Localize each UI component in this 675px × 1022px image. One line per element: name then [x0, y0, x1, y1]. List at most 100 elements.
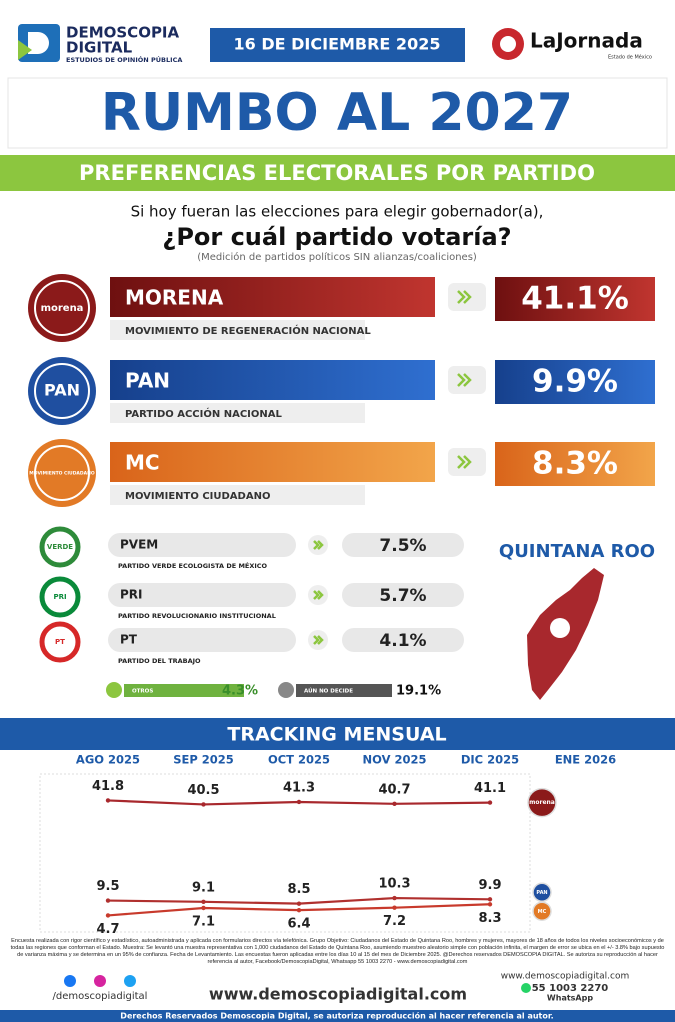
- facebook-icon: [64, 975, 76, 987]
- title-box: [7, 77, 668, 149]
- arrow-icon: [313, 540, 320, 550]
- arrow-icon: [463, 455, 472, 469]
- party-full-name: MOVIMIENTO DE REGENERACIÓN NACIONAL: [125, 324, 371, 337]
- logo-icon: [18, 40, 32, 60]
- x-tick-label: NOV 2025: [362, 753, 426, 767]
- legend-label: morena: [529, 799, 555, 806]
- party-bar: [110, 277, 435, 317]
- data-label: 9.9: [478, 878, 501, 893]
- data-point: [487, 897, 493, 902]
- brand: DEMOSCOPIA: [66, 24, 180, 42]
- party-name: MORENA: [125, 286, 224, 310]
- party-sub-box: [110, 485, 365, 505]
- arrow-icon: [463, 290, 472, 304]
- undecided-label: AÚN NO DECIDE: [304, 688, 353, 695]
- subtitle: PREFERENCIAS ELECTORALES POR PARTIDO: [79, 161, 595, 185]
- data-label: 7.1: [192, 914, 215, 929]
- arrow-box: [448, 366, 486, 394]
- undecided-bar: [296, 684, 392, 697]
- data-label: 40.5: [187, 783, 219, 798]
- others-value: 4.3%: [222, 684, 258, 699]
- whatsapp: WhatsApp: [547, 994, 593, 1003]
- party-logo: [34, 280, 90, 336]
- legend-icon: [532, 901, 552, 922]
- title: RUMBO AL 2027: [101, 83, 573, 143]
- party-pill: [108, 533, 296, 557]
- data-point: [105, 798, 111, 803]
- party-value: 8.3%: [532, 446, 618, 482]
- party-logo: [39, 621, 81, 663]
- chart-title: TRACKING MENSUAL: [227, 724, 446, 746]
- party-sub-box: [110, 320, 365, 340]
- data-point: [105, 898, 111, 903]
- whatsapp-icon: [521, 983, 531, 993]
- phone: 55 1003 2270: [532, 983, 609, 994]
- arrow-icon: [463, 373, 472, 387]
- plot-area: [39, 773, 531, 933]
- data-label: 9.5: [96, 879, 119, 894]
- data-label: 8.5: [287, 882, 310, 897]
- party-logo-label: VERDE: [47, 543, 73, 551]
- data-point: [487, 902, 493, 907]
- website-small: www.demoscopiadigital.com: [501, 972, 630, 982]
- date: 16 DE DICIEMBRE 2025: [234, 35, 441, 54]
- arrow-icon: [317, 635, 324, 645]
- legend-label: PAN: [536, 890, 547, 896]
- value-pill: [342, 583, 464, 607]
- arrow-icon: [457, 290, 466, 304]
- arrow-icon: [317, 590, 324, 600]
- party-logo-label: PAN: [44, 381, 80, 400]
- logo-icon: [28, 32, 49, 54]
- rights: Derechos Reservados Demoscopia Digital, …: [120, 1011, 553, 1021]
- party-logo: [39, 576, 81, 618]
- data-label: 41.1: [474, 781, 506, 796]
- subtitle-band: [0, 155, 675, 191]
- undecided-icon: [278, 682, 294, 698]
- data-label: 7.2: [383, 914, 406, 929]
- data-point: [201, 905, 206, 911]
- data-label: 9.1: [192, 880, 215, 895]
- arrow-icon: [313, 590, 320, 600]
- party-logo-label: morena: [41, 303, 84, 314]
- party-bar: [110, 360, 435, 400]
- party-full-name: PARTIDO VERDE ECOLOGISTA DE MÉXICO: [118, 561, 268, 570]
- others-bar: [124, 684, 244, 697]
- undecided-value: 19.1%: [396, 684, 441, 699]
- region: QUINTANA ROO: [499, 541, 655, 562]
- party-logo-label: PRI: [53, 593, 66, 601]
- social: /demoscopiadigital: [53, 991, 148, 1002]
- legend-icon: [532, 882, 552, 903]
- partner-logo: [500, 36, 516, 52]
- x-tick-label: AGO 2025: [76, 753, 140, 767]
- data-point: [487, 800, 493, 805]
- data-point: [201, 899, 206, 904]
- party-logo-label: MOVIMIENTO CIUDADANO: [29, 471, 95, 477]
- x-tick-label: SEP 2025: [173, 753, 234, 767]
- partner-sub: Estado de México: [608, 54, 652, 61]
- website: www.demoscopiadigital.com: [209, 985, 467, 1004]
- party-full-name: PARTIDO ACCIÓN NACIONAL: [125, 407, 282, 420]
- question-note: (Medición de partidos políticos SIN alia…: [197, 251, 477, 263]
- legend-icon: [527, 787, 557, 818]
- data-point: [296, 901, 302, 906]
- party-pill: [108, 628, 296, 652]
- others-icon: [106, 682, 122, 698]
- tagline: ESTUDIOS DE OPINIÓN PÚBLICA: [66, 55, 182, 64]
- party-bar: [110, 442, 435, 482]
- party-pill: [108, 583, 296, 607]
- value-pill: [342, 533, 464, 557]
- data-point: [392, 895, 397, 901]
- tracking-band: [0, 718, 675, 750]
- data-label: 4.7: [96, 922, 119, 937]
- arrow-icon: [457, 455, 466, 469]
- party-value: 5.7%: [379, 586, 426, 606]
- party-name: MC: [125, 451, 160, 475]
- party-logo: [34, 363, 90, 419]
- data-point: [392, 801, 397, 807]
- data-label: 40.7: [378, 782, 410, 797]
- instagram-icon: [94, 975, 106, 987]
- party-full-name: PARTIDO REVOLUCIONARIO INSTITUCIONAL: [118, 612, 276, 620]
- party-logo-label: PT: [55, 638, 65, 646]
- party-name: PRI: [120, 588, 143, 602]
